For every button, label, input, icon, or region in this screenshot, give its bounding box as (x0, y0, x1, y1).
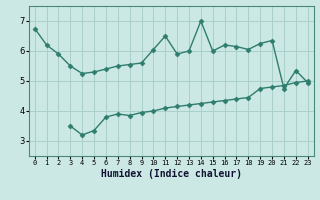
X-axis label: Humidex (Indice chaleur): Humidex (Indice chaleur) (101, 169, 242, 179)
